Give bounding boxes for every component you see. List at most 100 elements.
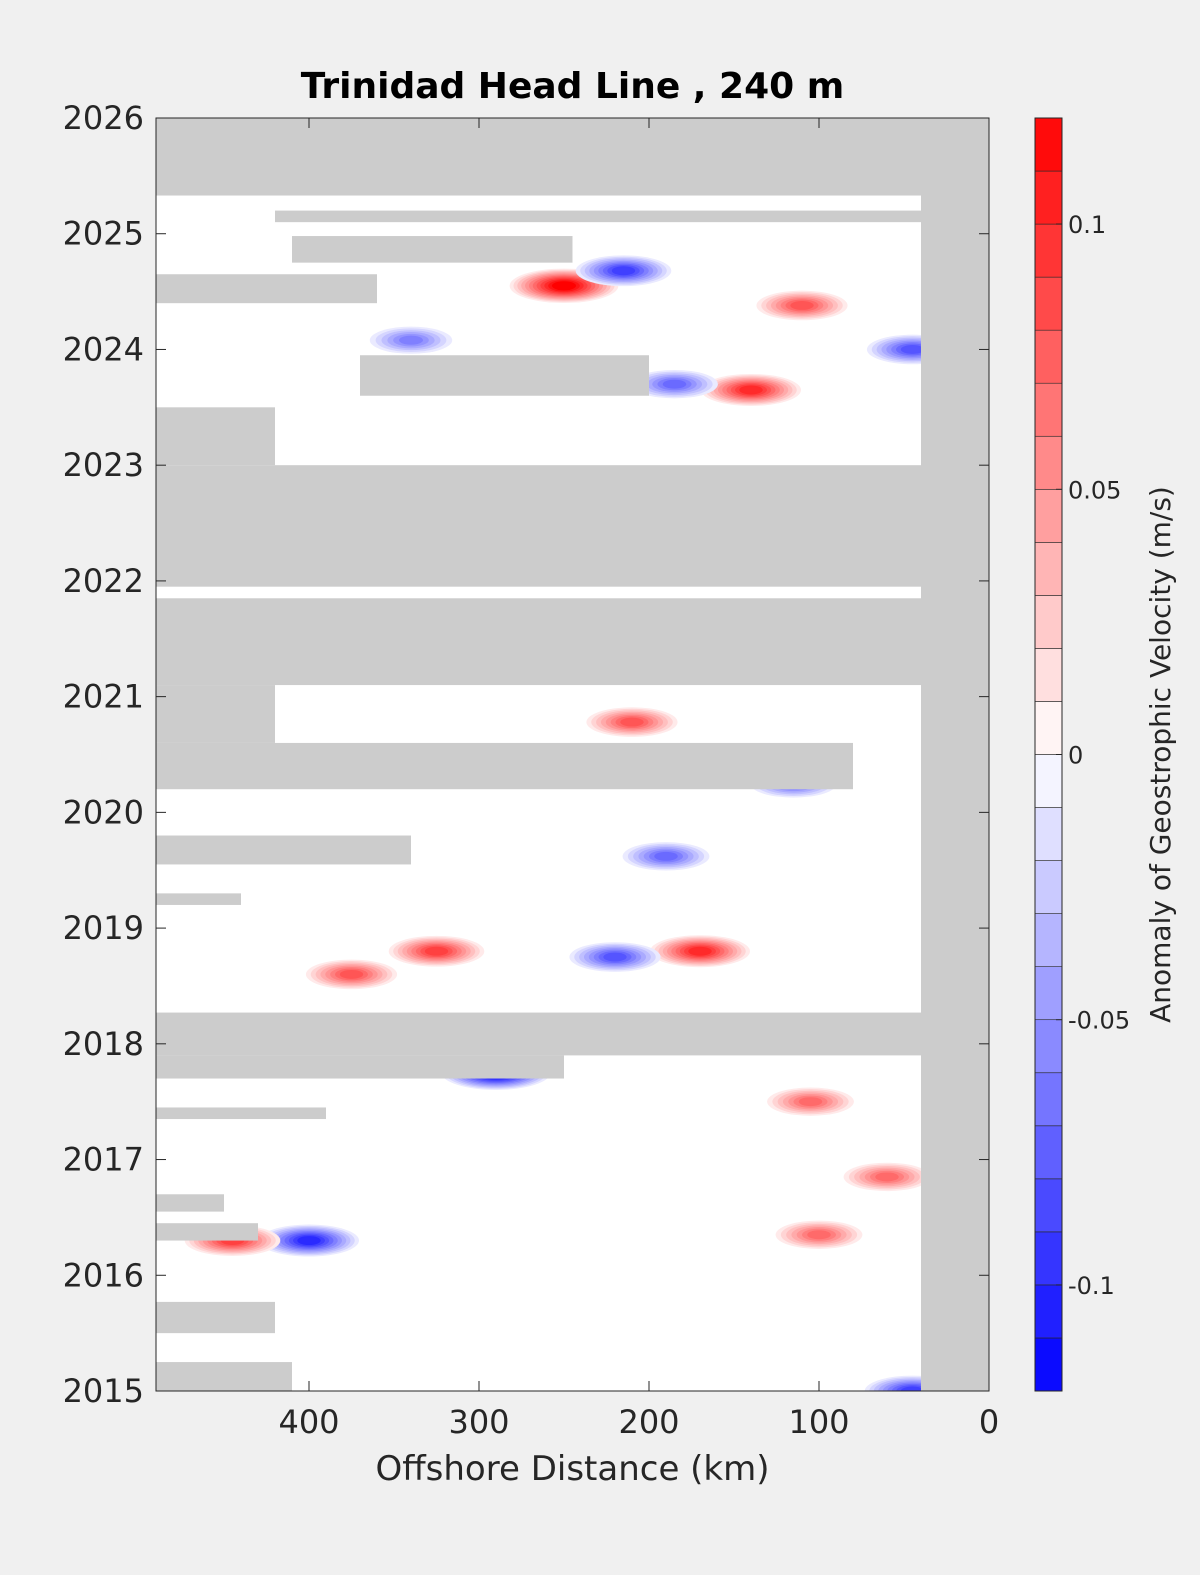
- y-tick-label: 2018: [63, 1025, 144, 1063]
- no-data-region: [921, 118, 989, 1391]
- y-tick-label: 2015: [63, 1372, 144, 1410]
- no-data-region: [156, 1107, 326, 1120]
- colorbar-level: [1034, 276, 1063, 331]
- y-tick-label: 2020: [63, 793, 144, 831]
- x-axis-label: Offshore Distance (km): [375, 1449, 769, 1489]
- y-tick-label: 2021: [63, 678, 144, 716]
- colorbar-level: [1034, 435, 1063, 490]
- colorbar-level: [1034, 1125, 1063, 1180]
- colorbar-label: Anomaly of Geostrophic Velocity (m/s): [1144, 486, 1177, 1023]
- anomaly-feature: [843, 1162, 931, 1192]
- colorbar: 0.1 0.05 0 -0.05 -0.1: [1034, 117, 1130, 1392]
- contour-level: [807, 1230, 831, 1240]
- anomaly-feature: [756, 290, 848, 321]
- colorbar-level: [1034, 170, 1063, 225]
- no-data-region: [156, 1301, 275, 1334]
- contour-level: [603, 952, 627, 962]
- anomaly-feature: [369, 326, 453, 354]
- colorbar-level: [1034, 754, 1063, 808]
- no-data-region: [156, 1194, 224, 1212]
- no-data-region: [156, 465, 921, 587]
- contour-level: [739, 385, 763, 395]
- colorbar-tick-label: -0.1: [1068, 1272, 1115, 1300]
- colorbar-level: [1034, 1178, 1063, 1233]
- colorbar-level: [1034, 329, 1063, 384]
- no-data-region: [156, 1362, 292, 1391]
- x-tick-label: 200: [618, 1403, 679, 1441]
- no-data-regions: [156, 118, 989, 1391]
- colorbar-tick-label: 0.1: [1068, 211, 1106, 239]
- contour-level: [798, 1097, 823, 1107]
- anomaly-feature: [775, 1220, 863, 1249]
- anomaly-feature: [586, 707, 678, 737]
- plot-frame: [155, 117, 990, 1392]
- y-tick-label: 2016: [63, 1256, 144, 1294]
- contour-level: [620, 717, 644, 727]
- no-data-region: [156, 742, 853, 790]
- no-data-region: [156, 1012, 921, 1056]
- colorbar-level: [1034, 382, 1063, 437]
- colorbar-level: [1034, 860, 1063, 914]
- x-tick-label: 400: [278, 1403, 339, 1441]
- no-data-region: [156, 835, 411, 865]
- anomaly-feature: [701, 373, 801, 406]
- no-data-region: [156, 685, 275, 743]
- anomaly-feature: [767, 1087, 854, 1116]
- y-tick-label: 2024: [63, 330, 144, 368]
- anomaly-feature: [650, 935, 750, 968]
- contour-level: [688, 946, 712, 956]
- colorbar-level: [1034, 488, 1063, 543]
- y-tick-label: 2017: [63, 1141, 144, 1179]
- colorbar-level: [1034, 1337, 1063, 1392]
- anomaly-feature: [259, 1224, 359, 1257]
- colorbar-tick-label: 0.05: [1068, 476, 1121, 504]
- colorbar-level: [1034, 1019, 1063, 1074]
- colorbar-tick-label: 0: [1068, 742, 1083, 770]
- colorbar-level: [1034, 913, 1063, 967]
- no-data-region: [156, 1223, 258, 1241]
- y-tick-label: 2026: [63, 99, 144, 137]
- colorbar-level: [1034, 701, 1063, 755]
- colorbar-level: [1034, 648, 1063, 702]
- contour-level: [662, 379, 687, 389]
- anomaly-feature: [305, 959, 398, 990]
- colorbar-level: [1034, 1284, 1063, 1339]
- contour-level: [654, 851, 678, 861]
- no-data-region: [156, 1055, 564, 1079]
- colorbar-level: [1034, 807, 1063, 861]
- colorbar-level: [1034, 1072, 1063, 1127]
- anomaly-feature: [631, 369, 718, 399]
- contour-level: [900, 1386, 925, 1391]
- colorbar-level: [1034, 595, 1063, 649]
- no-data-region: [156, 118, 989, 196]
- x-tick-label: 0: [979, 1403, 999, 1441]
- no-data-region: [156, 407, 275, 466]
- contour-level: [790, 301, 814, 310]
- anomaly-feature: [388, 935, 485, 967]
- contour-level: [424, 946, 449, 956]
- x-tick-label: 100: [788, 1403, 849, 1441]
- y-tick-label: 2025: [63, 215, 144, 253]
- colorbar-level: [1034, 117, 1063, 172]
- anomaly-feature: [569, 942, 661, 972]
- no-data-region: [292, 236, 573, 263]
- contour-level: [875, 1172, 899, 1182]
- no-data-region: [156, 598, 921, 633]
- no-data-region: [275, 210, 921, 223]
- anomaly-feature: [622, 842, 710, 871]
- contour-level: [339, 969, 364, 979]
- colorbar-level: [1034, 542, 1063, 596]
- no-data-region: [360, 355, 649, 396]
- colorbar-level: [1034, 223, 1063, 278]
- contour-level: [297, 1236, 321, 1246]
- y-tick-label: 2022: [63, 562, 144, 600]
- no-data-region: [156, 274, 377, 304]
- y-axis: 2015 2016 2017 2018 2019 2020 2021 2022 2023 2024…: [63, 99, 989, 1410]
- anomaly-feature: [575, 255, 672, 287]
- colorbar-level: [1034, 1231, 1063, 1286]
- contour-level: [398, 335, 424, 345]
- contour-level: [551, 281, 577, 291]
- colorbar-tick-label: -0.05: [1068, 1007, 1130, 1035]
- y-tick-label: 2023: [63, 446, 144, 484]
